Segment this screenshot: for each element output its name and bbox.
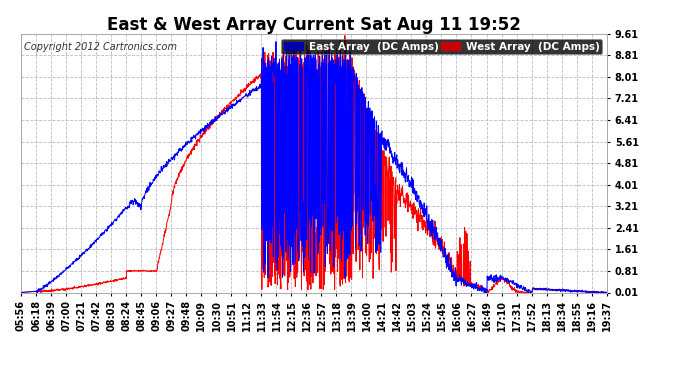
- Title: East & West Array Current Sat Aug 11 19:52: East & West Array Current Sat Aug 11 19:…: [107, 16, 521, 34]
- Legend: East Array  (DC Amps), West Array  (DC Amps): East Array (DC Amps), West Array (DC Amp…: [281, 39, 602, 54]
- Text: Copyright 2012 Cartronics.com: Copyright 2012 Cartronics.com: [23, 42, 177, 51]
